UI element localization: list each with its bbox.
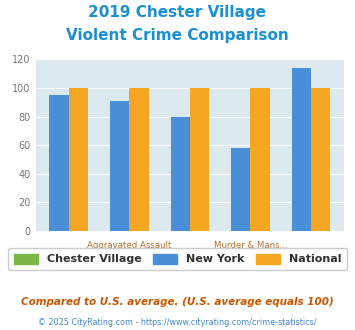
Text: Murder & Mans...: Murder & Mans... [214, 241, 287, 250]
Bar [129, 88, 149, 231]
Bar [170, 116, 190, 231]
Text: All Violent Crime: All Violent Crime [33, 253, 105, 262]
Bar [231, 148, 251, 231]
Text: Violent Crime Comparison: Violent Crime Comparison [66, 28, 289, 43]
Bar [69, 88, 88, 231]
Text: Compared to U.S. average. (U.S. average equals 100): Compared to U.S. average. (U.S. average … [21, 297, 334, 307]
Legend: Chester Village, New York, National: Chester Village, New York, National [8, 248, 347, 270]
Text: Rape: Rape [179, 253, 201, 262]
Bar [311, 88, 331, 231]
Text: 2019 Chester Village: 2019 Chester Village [88, 5, 267, 20]
Bar [49, 95, 69, 231]
Bar [292, 68, 311, 231]
Bar [110, 101, 129, 231]
Text: Aggravated Assault: Aggravated Assault [87, 241, 171, 250]
Bar [251, 88, 270, 231]
Bar [190, 88, 209, 231]
Text: Robbery: Robbery [293, 253, 329, 262]
Text: © 2025 CityRating.com - https://www.cityrating.com/crime-statistics/: © 2025 CityRating.com - https://www.city… [38, 318, 317, 327]
